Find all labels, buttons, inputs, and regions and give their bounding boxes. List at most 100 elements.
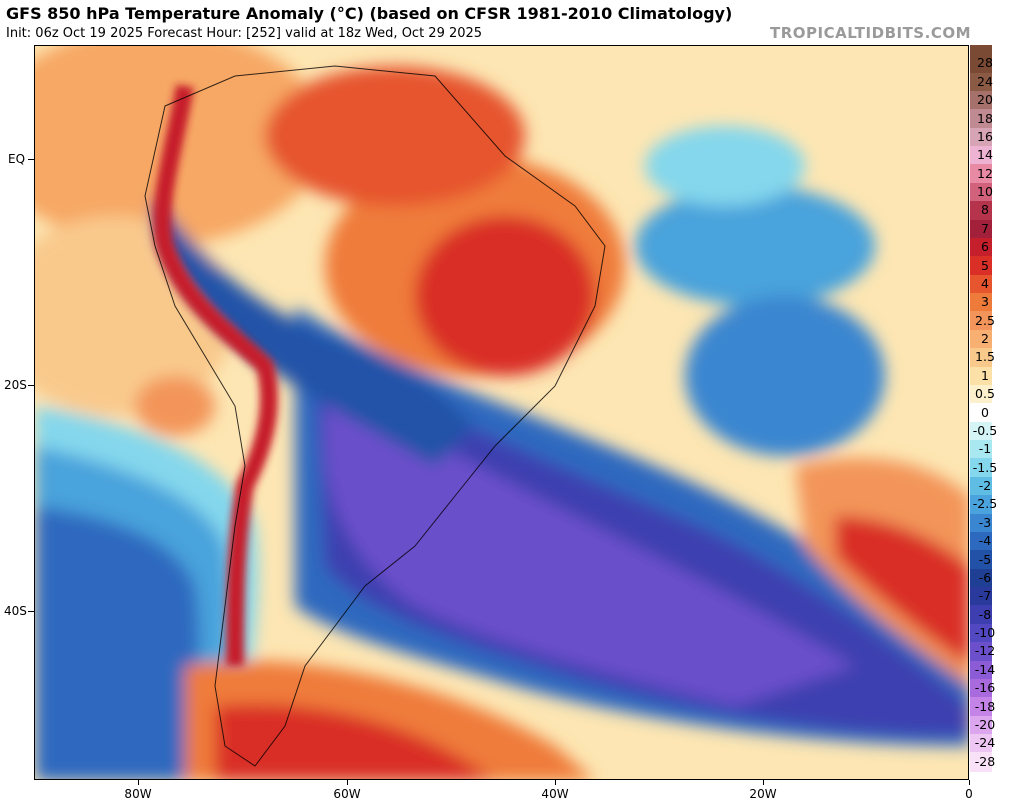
colorbar-swatch xyxy=(970,90,992,111)
lat-tick-40s xyxy=(28,611,34,612)
colorbar-swatch xyxy=(970,182,992,203)
colorbar-swatch xyxy=(970,384,992,405)
colorbar-swatch xyxy=(970,421,992,442)
lon-tick-20w xyxy=(763,780,764,785)
colorbar-label: 5 xyxy=(981,257,989,273)
colorbar-cap xyxy=(970,45,992,56)
colorbar-swatch xyxy=(970,660,992,680)
colorbar-swatch xyxy=(970,513,992,533)
lat-label-20s: 20S xyxy=(4,378,27,392)
colorbar-swatch xyxy=(970,531,992,552)
colorbar-label: -6 xyxy=(978,569,992,585)
lon-label-80w: 80W xyxy=(124,787,152,801)
colorbar-swatch xyxy=(970,146,992,166)
colorbar-label: -12 xyxy=(974,643,996,659)
colorbar-swatch xyxy=(970,127,992,148)
colorbar-label: -1.5 xyxy=(972,459,998,475)
map-title: GFS 850 hPa Temperature Anomaly (°C) (ba… xyxy=(6,4,733,23)
lon-label-0: 0 xyxy=(965,787,973,801)
colorbar-swatch xyxy=(970,623,992,644)
colorbar-swatch xyxy=(970,164,992,184)
colorbar-label: 10 xyxy=(977,184,993,199)
colorbar xyxy=(970,45,992,780)
lon-label-60w: 60W xyxy=(333,787,361,801)
colorbar-label: 1 xyxy=(981,367,989,383)
colorbar-swatch xyxy=(970,256,992,276)
anomaly-map xyxy=(34,45,969,780)
colorbar-swatch xyxy=(970,293,992,313)
colorbar-label: 20 xyxy=(977,92,993,108)
colorbar-label: 2.5 xyxy=(975,312,995,328)
colorbar-swatch xyxy=(970,734,992,754)
colorbar-swatch xyxy=(970,568,992,589)
colorbar-label: -0.5 xyxy=(972,422,998,438)
colorbar-label: -2 xyxy=(978,478,992,493)
lon-label-20w: 20W xyxy=(749,787,777,801)
colorbar-label: -10 xyxy=(974,625,996,640)
colorbar-label: 2 xyxy=(981,331,989,346)
colorbar-swatch xyxy=(970,605,992,625)
colorbar-swatch xyxy=(970,366,992,386)
colorbar-label: 14 xyxy=(977,147,993,163)
colorbar-label: 24 xyxy=(977,73,993,89)
lon-tick-60w xyxy=(347,780,348,785)
lon-tick-80w xyxy=(138,780,139,785)
colorbar-swatch xyxy=(970,329,992,350)
colorbar-swatch xyxy=(970,201,992,221)
lon-tick-0 xyxy=(969,780,970,785)
colorbar-swatch xyxy=(970,403,992,423)
lat-tick-20s xyxy=(28,385,34,386)
colorbar-label: -18 xyxy=(974,698,996,714)
lat-tick-eq xyxy=(28,159,34,160)
colorbar-label: -20 xyxy=(974,716,996,732)
colorbar-label: -3 xyxy=(978,514,992,530)
colorbar-swatch xyxy=(970,476,992,497)
lon-label-40w: 40W xyxy=(541,787,569,801)
colorbar-label: -28 xyxy=(974,753,996,769)
colorbar-swatch xyxy=(970,348,992,368)
colorbar-label: -2.5 xyxy=(972,496,998,512)
colorbar-swatch xyxy=(970,495,992,515)
colorbar-swatch xyxy=(970,54,992,74)
colorbar-label: -4 xyxy=(978,533,992,549)
colorbar-swatch xyxy=(970,752,992,772)
colorbar-label: 16 xyxy=(977,128,993,144)
colorbar-swatch xyxy=(970,311,992,331)
colorbar-label: -1 xyxy=(978,441,992,457)
colorbar-label: 0.5 xyxy=(975,386,995,402)
colorbar-swatch xyxy=(970,715,992,736)
colorbar-label: -24 xyxy=(974,735,996,751)
colorbar-label: 6 xyxy=(981,239,989,255)
colorbar-swatch xyxy=(970,458,992,478)
colorbar-label: 8 xyxy=(981,202,989,218)
colorbar-label: -5 xyxy=(978,551,992,567)
colorbar-swatch xyxy=(970,274,992,295)
colorbar-label: -14 xyxy=(974,661,996,677)
colorbar-label: 0 xyxy=(981,404,989,420)
colorbar-label: 1.5 xyxy=(975,349,995,365)
colorbar-swatch xyxy=(970,550,992,570)
colorbar-label: -7 xyxy=(978,588,992,604)
colorbar-label: 18 xyxy=(977,110,993,126)
colorbar-label: 3 xyxy=(981,294,989,310)
colorbar-swatch xyxy=(970,237,992,258)
colorbar-swatch xyxy=(970,587,992,607)
lat-label-eq: EQ xyxy=(8,152,26,166)
colorbar-swatch xyxy=(970,440,992,460)
colorbar-label: -16 xyxy=(974,680,996,696)
colorbar-label: 4 xyxy=(981,275,989,291)
colorbar-swatch xyxy=(970,109,992,129)
colorbar-swatch xyxy=(970,219,992,239)
colorbar-label: 7 xyxy=(981,220,989,236)
lon-tick-40w xyxy=(555,780,556,785)
colorbar-label: 12 xyxy=(977,165,993,181)
map-subtitle: Init: 06z Oct 19 2025 Forecast Hour: [25… xyxy=(6,26,483,41)
colorbar-swatch xyxy=(970,697,992,717)
lat-label-40s: 40S xyxy=(4,604,27,618)
brand-watermark: TROPICALTIDBITS.COM xyxy=(770,24,971,42)
colorbar-swatch xyxy=(970,642,992,662)
colorbar-swatch xyxy=(970,678,992,699)
colorbar-label: -8 xyxy=(978,606,992,622)
colorbar-swatch xyxy=(970,72,992,92)
colorbar-label: 28 xyxy=(977,55,993,71)
